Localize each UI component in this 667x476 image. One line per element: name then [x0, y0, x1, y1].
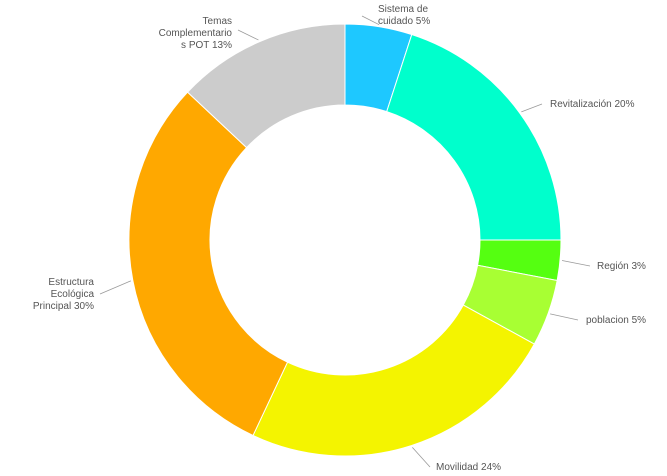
slice-label-line: Sistema de [378, 4, 428, 15]
leader-line-revitalizacion [521, 103, 543, 113]
slice-label-region: Región 3% [597, 261, 646, 272]
slice-movilidad [252, 304, 535, 457]
slice-label-poblacion: poblacion 5% [586, 315, 646, 326]
slice-label-line: Revitalización 20% [550, 99, 635, 110]
slice-labels: Sistema de cuidado 5% Revitalización 20% Re… [33, 4, 646, 473]
slice-label-line: poblacion 5% [586, 315, 646, 326]
slice-label-line: Estructura [48, 277, 94, 288]
slice-label-movilidad: Movilidad 24% [436, 462, 501, 473]
leader-line-poblacion [550, 313, 579, 321]
slice-label-sistema-de-cuidado: Sistema de cuidado 5% [378, 4, 430, 27]
leader-line-estructura-ecologica-principal [99, 280, 132, 295]
slice-label-line: Movilidad 24% [436, 462, 501, 473]
leader-line-movilidad [412, 447, 431, 468]
slice-label-line: Principal 30% [33, 301, 94, 312]
slice-label-temas-complementario-s-pot: Temas Complementario s POT 13% [159, 16, 233, 51]
leader-line-region [561, 260, 591, 267]
leader-line-sistema-de-cuidado [361, 15, 380, 26]
donut-slices [128, 23, 562, 457]
slice-label-line: Región 3% [597, 261, 646, 272]
slice-label-line: cuidado 5% [378, 16, 430, 27]
slice-label-line: Ecológica [51, 289, 95, 300]
slice-label-revitalizacion: Revitalización 20% [550, 99, 635, 110]
slice-temas-complementario-s-pot [186, 23, 346, 149]
slice-label-line: Temas [203, 16, 232, 27]
slice-label-line: Complementario [159, 28, 233, 39]
leader-lines [99, 15, 591, 468]
slice-estructura-ecologica-principal [128, 91, 289, 437]
leader-line-temas-complementario-s-pot [237, 29, 259, 41]
slice-label-line: s POT 13% [181, 40, 232, 51]
slice-revitalizacion [386, 33, 562, 241]
slice-label-estructura-ecologica-principal: Estructura Ecológica Principal 30% [33, 277, 95, 312]
